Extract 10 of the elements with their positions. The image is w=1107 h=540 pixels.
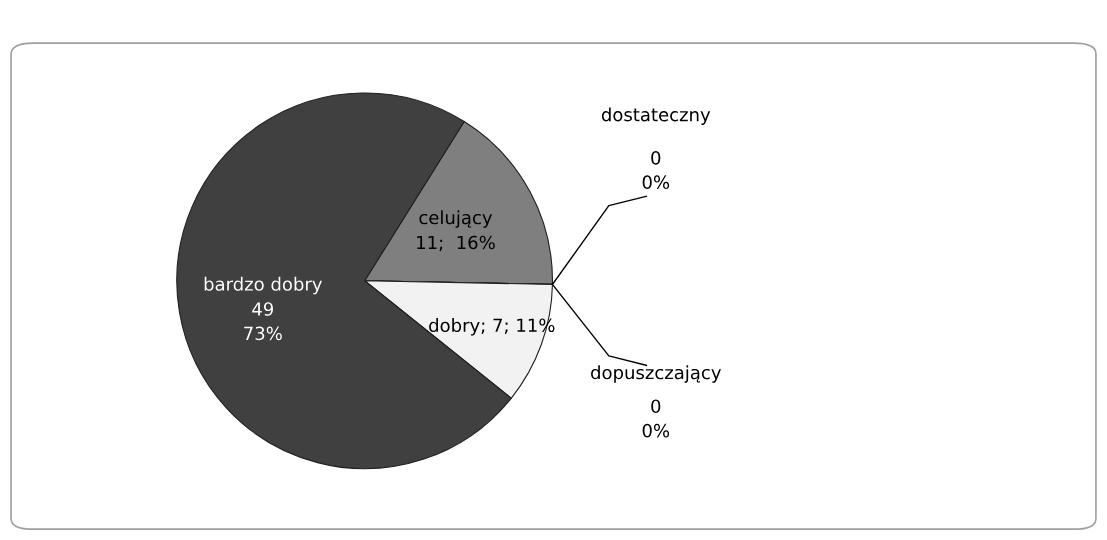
slice-label: dobry — [429, 318, 480, 336]
data-label: ; 7; 11% — [481, 318, 555, 334]
text: 0 0% — [642, 399, 670, 438]
category-label: dostateczny — [601, 107, 711, 125]
data-label: 49 73% — [244, 302, 282, 341]
slice-label: celujący — [419, 210, 493, 228]
slice-label: bardzo dobry — [204, 276, 322, 295]
data-label: 11; 16% — [417, 235, 495, 252]
category-label: dopuszczający — [591, 365, 721, 383]
text: 0 0% — [642, 151, 670, 190]
